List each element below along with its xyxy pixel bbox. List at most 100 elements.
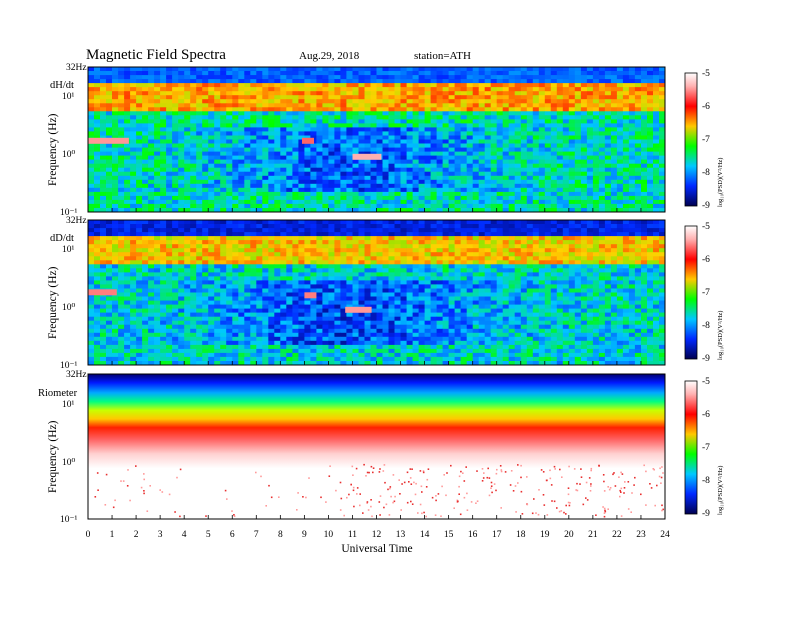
spectrogram-cell — [526, 163, 534, 169]
spectrogram-cell — [526, 95, 534, 100]
spectrogram-cell — [382, 199, 389, 205]
spectrogram-cell — [634, 187, 642, 193]
spectrogram-cell — [382, 139, 389, 144]
spectrogram-cell — [184, 127, 191, 132]
spectrogram-cell — [496, 155, 504, 160]
spectrogram-cell — [502, 171, 510, 177]
spectrogram-cell — [208, 75, 215, 80]
spectrogram-cell — [328, 199, 335, 205]
spectrogram-cell — [610, 95, 618, 100]
spectrogram-cell — [316, 71, 323, 76]
spectrogram-cell — [268, 95, 275, 100]
spectrogram-cell — [418, 167, 425, 173]
spectrogram-cell — [508, 244, 516, 249]
spectrogram-cell — [358, 220, 365, 225]
spectrogram-cell — [166, 187, 173, 193]
spectrogram-cell — [358, 252, 365, 257]
spectrogram-cell — [376, 159, 383, 164]
spectrogram-cell — [142, 236, 149, 241]
spectrogram-cell — [472, 119, 480, 124]
spectrogram-cell — [136, 268, 143, 273]
spectrogram-cell — [376, 99, 383, 104]
spectrogram-cell — [653, 268, 660, 273]
spectrogram-cell — [478, 127, 486, 132]
spectrogram-cell — [466, 208, 474, 213]
spectrogram-cell — [172, 111, 179, 116]
spectrogram-cell — [268, 183, 275, 189]
spectrogram-cell — [508, 183, 516, 189]
spectrogram-cell — [502, 131, 510, 136]
spectrogram-cell — [130, 127, 137, 132]
spectrogram-cell — [556, 208, 564, 213]
spectrogram-cell — [202, 147, 209, 152]
spectrogram-cell — [166, 163, 173, 169]
spectrogram-cell — [436, 67, 443, 72]
spectrogram-cell — [196, 268, 203, 273]
spectrogram-cell — [250, 131, 257, 136]
spectrogram-cell — [226, 175, 233, 181]
spectrogram-cell — [202, 236, 209, 241]
spectrogram-cell — [430, 111, 437, 116]
spectrogram-cell — [106, 244, 113, 249]
spectrogram-cell — [298, 171, 305, 177]
spectrogram-cell — [334, 224, 341, 229]
spectrogram-cell — [226, 159, 233, 164]
spectrogram-cell — [586, 276, 594, 281]
spectrogram-cell — [616, 123, 624, 128]
spectrogram-cell — [394, 107, 401, 112]
spectrogram-cell — [94, 155, 101, 160]
spectrogram-cell — [346, 224, 353, 229]
spectrogram-cell — [550, 71, 558, 76]
spectrogram-cell — [370, 276, 377, 281]
spectrogram-cell — [304, 268, 311, 273]
spectrogram-cell — [616, 232, 624, 237]
spectrogram-cell — [460, 244, 467, 249]
spectrogram-cell — [370, 167, 377, 173]
spectrogram-cell — [304, 127, 311, 132]
spectrogram-cell — [418, 123, 425, 128]
spectrogram-cell — [532, 248, 540, 253]
spectrogram-cell — [364, 244, 371, 249]
spectrogram-cell — [598, 87, 606, 92]
spectrogram-cell — [466, 75, 474, 80]
spectrogram-cell — [430, 155, 437, 160]
spectrogram-cell — [178, 87, 185, 92]
spectrogram-cell — [232, 199, 239, 205]
spectrogram-cell — [388, 135, 395, 140]
spectrogram-cell — [659, 256, 666, 261]
spectrogram-cell — [208, 240, 215, 245]
spectrogram-cell — [430, 187, 437, 193]
spectrogram-cell — [286, 91, 293, 96]
spectrogram-cell — [574, 147, 582, 152]
spectrogram-cell — [292, 240, 299, 245]
spectrogram-cell — [508, 171, 516, 177]
spectrogram-cell — [580, 87, 588, 92]
spectrogram-cell — [94, 143, 101, 148]
spectrogram-cell — [292, 244, 299, 249]
spectrogram-cell — [544, 159, 552, 164]
spectrogram-cell — [220, 163, 227, 169]
spectrogram-cell — [508, 87, 516, 92]
spectrogram-cell — [448, 240, 455, 245]
spectrogram-cell — [130, 83, 137, 88]
spectrogram-cell — [370, 135, 377, 140]
spectrogram-cell — [154, 135, 161, 140]
spectrogram-cell — [190, 256, 197, 261]
spectrogram-cell — [574, 87, 582, 92]
spectrogram-cell — [460, 91, 467, 96]
spectrogram-cell — [190, 268, 197, 273]
spectrogram-cell — [598, 228, 606, 233]
spectrogram-cell — [160, 179, 167, 185]
spectrogram-cell — [334, 163, 341, 169]
spectrogram-cell — [598, 232, 606, 237]
spectrogram-cell — [659, 143, 666, 148]
spectrogram-cell — [418, 252, 425, 257]
spectrogram-cell — [340, 131, 347, 136]
spectrogram-cell — [394, 244, 401, 249]
spectrogram-cell — [610, 256, 618, 261]
spectrogram-cell — [622, 191, 630, 197]
spectrogram-cell — [268, 67, 275, 72]
spectrogram-cell — [220, 248, 227, 253]
spectrogram-cell — [328, 183, 335, 189]
spectrogram-cell — [412, 123, 419, 128]
